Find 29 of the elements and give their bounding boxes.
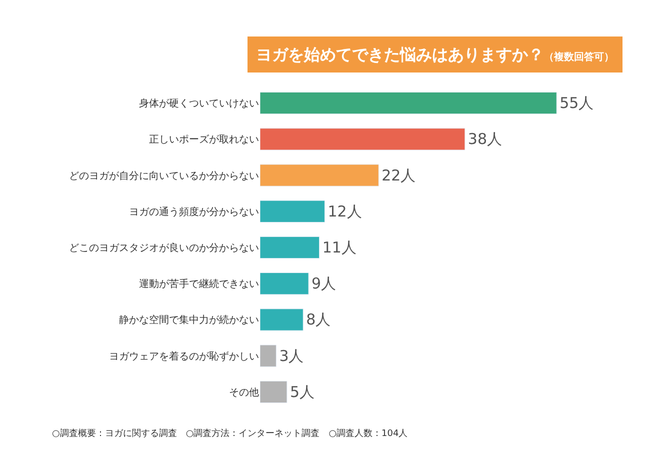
y-tick-label: ヨガウェアを着るのが恥ずかしい <box>109 350 259 362</box>
y-tick-label: 運動が苦手で継続できない <box>139 278 259 290</box>
y-tick-label: 身体が硬くついていけない <box>139 98 259 110</box>
y-tick-label: 静かな空間で集中力が続かない <box>119 314 259 326</box>
bar <box>260 164 379 186</box>
bar <box>260 344 276 367</box>
bar <box>260 236 320 259</box>
y-tick-label: その他 <box>229 386 259 398</box>
y-tick-label: 正しいポーズが取れない <box>149 134 259 146</box>
bar <box>260 380 288 404</box>
bar <box>260 128 466 150</box>
data-label: 3人 <box>279 346 304 365</box>
data-label: 9人 <box>312 274 336 293</box>
data-label: 55人 <box>560 94 594 112</box>
y-tick-label: どこのヨガスタジオが良いのか分からない <box>69 242 259 254</box>
text: （複数回答可） <box>544 51 614 63</box>
data-label: 8人 <box>306 310 331 329</box>
bar <box>260 272 309 295</box>
data-label: 5人 <box>290 382 315 401</box>
bar <box>260 92 557 114</box>
data-label: 38人 <box>468 130 502 148</box>
data-label: 11人 <box>322 238 356 256</box>
y-tick-label: ヨガの通う頻度が分からない <box>129 206 259 218</box>
bar <box>260 200 325 222</box>
data-label: 12人 <box>328 202 362 220</box>
text: ○調査概要：ヨガに関する調査 ○調査方法：インターネット調査 ○調査人数：104人 <box>52 428 408 439</box>
data-label: 22人 <box>382 166 416 184</box>
y-tick-label: どのヨガが自分に向いているか分からない <box>69 170 259 182</box>
bar <box>260 308 304 331</box>
